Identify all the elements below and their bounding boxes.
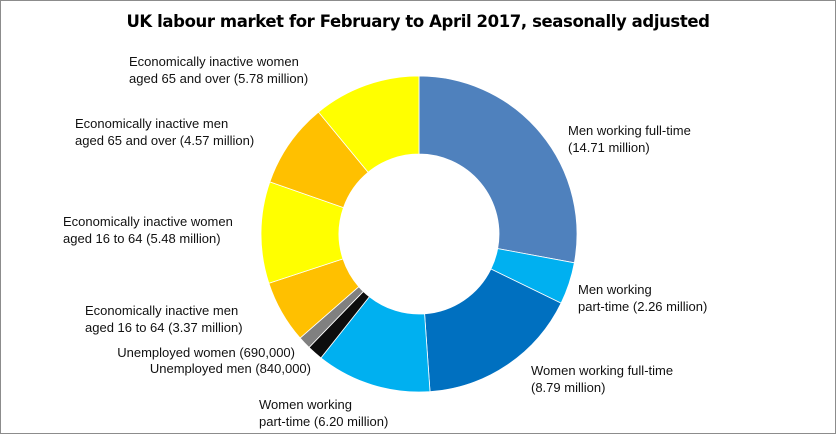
- label-line: Economically inactive men: [75, 116, 229, 131]
- label-line: Women working: [259, 397, 352, 412]
- label-value: (14.71 million): [568, 140, 650, 155]
- label-line: Economically inactive men: [85, 303, 239, 318]
- label-unemployed-men: Unemployed men (840,000): [150, 360, 311, 377]
- label-value: aged 16 to 64 (5.48 million): [63, 231, 221, 246]
- label-line: Economically inactive women: [129, 54, 299, 69]
- label-line: Men working: [578, 282, 652, 297]
- label-line: Men working full-time: [568, 123, 691, 138]
- label-line: Women working full-time: [531, 363, 674, 378]
- label-value: aged 65 and over (5.78 million): [129, 71, 309, 86]
- label-women-part-time: Women working part-time (6.20 million): [259, 396, 388, 430]
- label-value: aged 65 and over (4.57 million): [75, 133, 255, 148]
- label-men-part-time: Men working part-time (2.26 million): [578, 281, 707, 315]
- label-value: (8.79 million): [531, 380, 606, 395]
- label-inactive-women-65-over: Economically inactive women aged 65 and …: [129, 53, 308, 87]
- label-value: part-time (2.26 million): [578, 299, 708, 314]
- label-line: Economically inactive women: [63, 214, 233, 229]
- label-women-full-time: Women working full-time (8.79 million): [531, 362, 673, 396]
- label-value: aged 16 to 64 (3.37 million): [85, 320, 243, 335]
- label-line: Unemployed men (840,000): [149, 361, 311, 376]
- chart-title: UK labour market for February to April 2…: [126, 12, 710, 31]
- label-inactive-women-16-64: Economically inactive women aged 16 to 6…: [63, 213, 233, 247]
- donut-slice: [418, 75, 578, 264]
- label-men-full-time: Men working full-time (14.71 million): [568, 122, 691, 156]
- donut-slice: [317, 75, 420, 173]
- label-inactive-men-65-over: Economically inactive men aged 65 and ov…: [75, 115, 254, 149]
- label-unemployed-women: Unemployed women (690,000): [117, 344, 295, 361]
- label-inactive-men-16-64: Economically inactive men aged 16 to 64 …: [85, 302, 243, 336]
- label-value: part-time (6.20 million): [259, 414, 389, 429]
- label-line: Unemployed women (690,000): [117, 345, 295, 360]
